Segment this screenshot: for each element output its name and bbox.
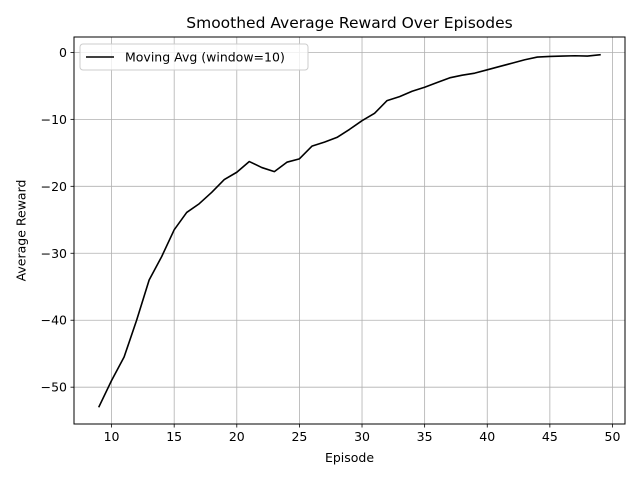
series-line-moving-avg	[97, 53, 601, 408]
legend: Moving Avg (window=10)	[79, 43, 309, 71]
x-tick-label: 30	[354, 429, 370, 444]
y-tick-label: −10	[41, 112, 67, 127]
chart-title: Smoothed Average Reward Over Episodes	[186, 14, 513, 32]
x-tick-label: 40	[479, 429, 495, 444]
x-tick-label: 10	[104, 429, 120, 444]
plot-frame	[73, 36, 626, 425]
x-tick-label: 50	[605, 429, 621, 444]
y-tick-label: −40	[41, 313, 67, 328]
y-axis-label: Average Reward	[14, 180, 29, 282]
legend-label: Moving Avg (window=10)	[125, 50, 285, 65]
legend-box	[79, 43, 309, 71]
y-tick-label: −50	[41, 380, 67, 395]
x-axis-label: Episode	[325, 450, 374, 465]
x-axis-ticks: 10 15 20 25 30 35 40 45 50	[104, 424, 621, 444]
x-tick-label: 45	[542, 429, 558, 444]
y-tick-label: −30	[41, 246, 67, 261]
y-axis-ticks: 0 −10 −20 −30 −40 −50	[41, 45, 74, 395]
y-tick-label: −20	[41, 179, 67, 194]
x-tick-label: 35	[417, 429, 433, 444]
grid-lines	[74, 37, 625, 424]
x-tick-label: 15	[166, 429, 182, 444]
y-tick-label: 0	[59, 45, 67, 60]
x-tick-label: 20	[229, 429, 245, 444]
x-tick-label: 25	[291, 429, 307, 444]
